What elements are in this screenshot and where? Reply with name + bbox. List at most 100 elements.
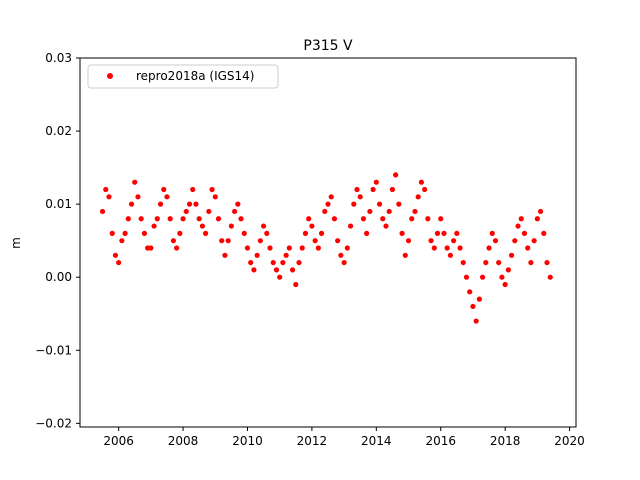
data-point [402,252,408,258]
data-point [486,245,492,251]
data-point [264,230,270,236]
data-point [157,201,164,207]
data-point [531,238,537,244]
data-point [512,238,518,244]
x-tick-label: 2014 [361,434,392,448]
data-point [293,281,299,288]
data-point [125,216,131,222]
data-point [460,259,466,266]
data-point [309,223,315,229]
data-point [399,230,405,236]
data-point [235,201,241,207]
x-tick-label: 2010 [232,434,263,448]
data-point [525,245,531,251]
data-point [547,274,553,280]
legend-marker [107,73,113,79]
data-point [103,186,109,193]
data-point [364,230,370,236]
data-point [270,259,276,266]
data-point [476,296,482,302]
data-point [541,230,547,236]
data-point [260,223,267,229]
data-point [183,208,189,215]
data-point [376,201,383,207]
data-point [396,201,402,207]
data-point [454,230,460,236]
data-point [434,230,441,236]
data-point [154,216,160,222]
data-point [447,252,453,258]
y-tick-label: −0.02 [35,416,72,430]
data-point [528,259,534,266]
data-point [135,194,141,200]
data-point [238,216,244,222]
data-point [177,230,183,236]
data-point [116,259,122,266]
data-point [257,238,263,244]
data-point [196,216,202,222]
data-point [251,267,257,273]
data-point [463,274,470,280]
data-point [99,208,106,215]
data-point [109,230,115,236]
y-tick-label: 0.00 [45,270,72,284]
data-point [132,179,138,185]
data-point [480,274,486,280]
data-point [112,252,119,258]
data-point [370,186,376,193]
data-point [141,230,148,236]
data-point [193,201,199,207]
data-point [174,245,180,251]
plot-frame [79,57,577,428]
data-point [138,216,144,222]
data-point [180,216,186,222]
data-point [431,245,437,251]
data-point [286,245,292,251]
data-point [122,230,128,236]
data-point [425,216,431,222]
x-tick-label: 2016 [425,434,456,448]
data-point [119,238,125,244]
y-axis-label: m [9,237,23,249]
data-point [496,259,502,266]
data-point [244,245,251,251]
data-point [267,245,273,251]
x-tick-label: 2006 [103,434,134,448]
data-point [280,259,286,266]
data-point [354,186,360,193]
data-point [315,245,321,251]
data-point [389,186,396,193]
data-point [302,230,309,236]
data-point [386,208,392,215]
data-point [537,208,544,215]
data-point [492,238,499,244]
y-tick-label: 0.01 [45,197,72,211]
data-point [190,186,196,193]
data-point [444,245,450,251]
data-point [312,238,318,244]
data-point [505,267,511,273]
data-point [418,179,424,185]
data-point [380,216,386,222]
x-axis-ticks: 2006 2008 2010 2012 2014 2016 2018 2020 [103,427,585,448]
data-point [331,216,338,222]
data-point [451,238,457,244]
data-point [457,245,463,251]
data-point [306,216,312,222]
data-point [518,216,524,222]
data-point [161,186,167,193]
data-point [170,238,176,244]
legend-box [87,64,279,89]
data-point [409,216,415,222]
data-point [289,267,296,273]
data-point [367,208,373,215]
y-axis-ticks: −0.02 −0.01 0.00 0.01 0.02 0.03 [35,51,80,430]
data-point [232,208,238,215]
scatter-points [99,172,553,324]
data-point [415,194,421,200]
data-point [383,223,389,229]
data-point [151,223,157,229]
data-point [209,186,215,193]
data-point [405,238,412,244]
